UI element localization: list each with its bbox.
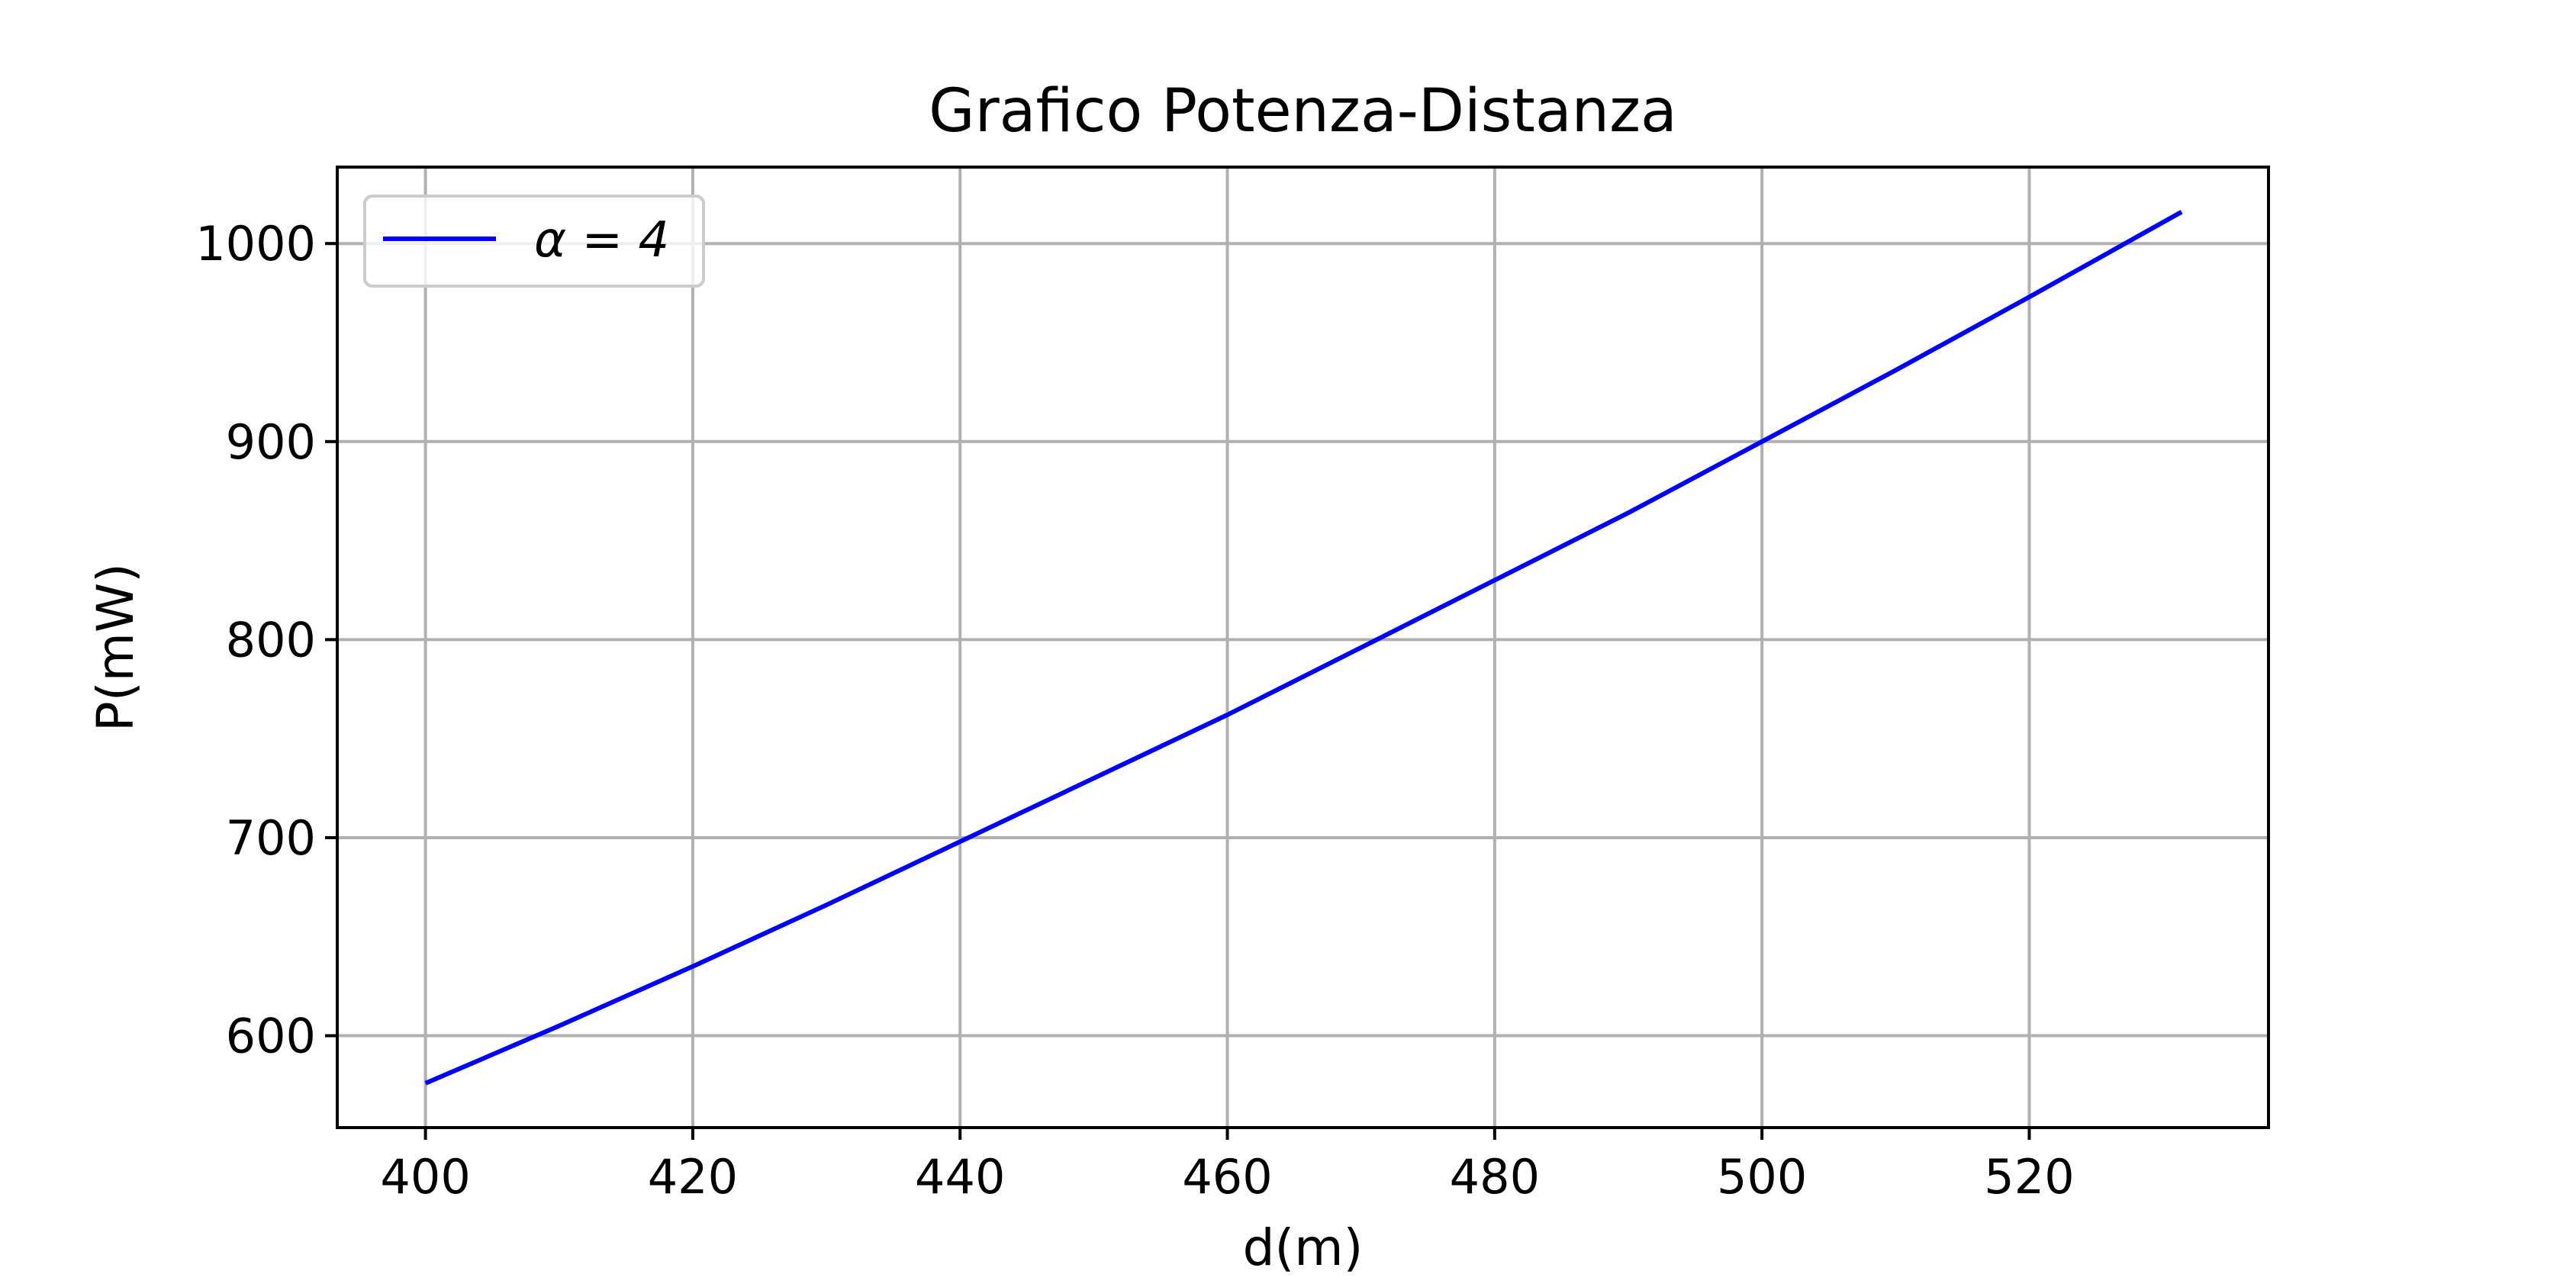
x-tick-label: 400 bbox=[380, 1149, 470, 1205]
x-axis-label: d(m) bbox=[1243, 1218, 1364, 1277]
y-tick-label: 700 bbox=[226, 810, 316, 866]
grid-layer bbox=[337, 167, 2268, 1128]
plot-frame bbox=[336, 166, 2270, 1129]
x-tick-label: 520 bbox=[1984, 1149, 2074, 1205]
x-tick-label: 480 bbox=[1450, 1149, 1540, 1205]
series-layer bbox=[424, 210, 2183, 1086]
legend: α = 4 bbox=[363, 195, 705, 288]
x-tick-label: 440 bbox=[915, 1149, 1005, 1205]
series-line bbox=[424, 210, 2183, 1086]
x-tick-label: 500 bbox=[1717, 1149, 1807, 1205]
chart-title: Grafico Potenza-Distanza bbox=[929, 77, 1677, 146]
y-tick-label: 600 bbox=[226, 1009, 316, 1064]
x-tick-label: 420 bbox=[648, 1149, 738, 1205]
tick-layer: 400 420 440 460 480 500 520 600 700 800 900 1000 bbox=[195, 216, 2074, 1205]
y-tick-label: 1000 bbox=[195, 216, 316, 272]
x-tick-label: 460 bbox=[1182, 1149, 1272, 1205]
y-tick-label: 900 bbox=[226, 414, 316, 470]
legend-box bbox=[363, 195, 705, 288]
legend-label: α = 4 bbox=[534, 212, 669, 269]
y-axis-label: P(mW) bbox=[86, 563, 145, 732]
y-tick-label: 800 bbox=[226, 612, 316, 668]
